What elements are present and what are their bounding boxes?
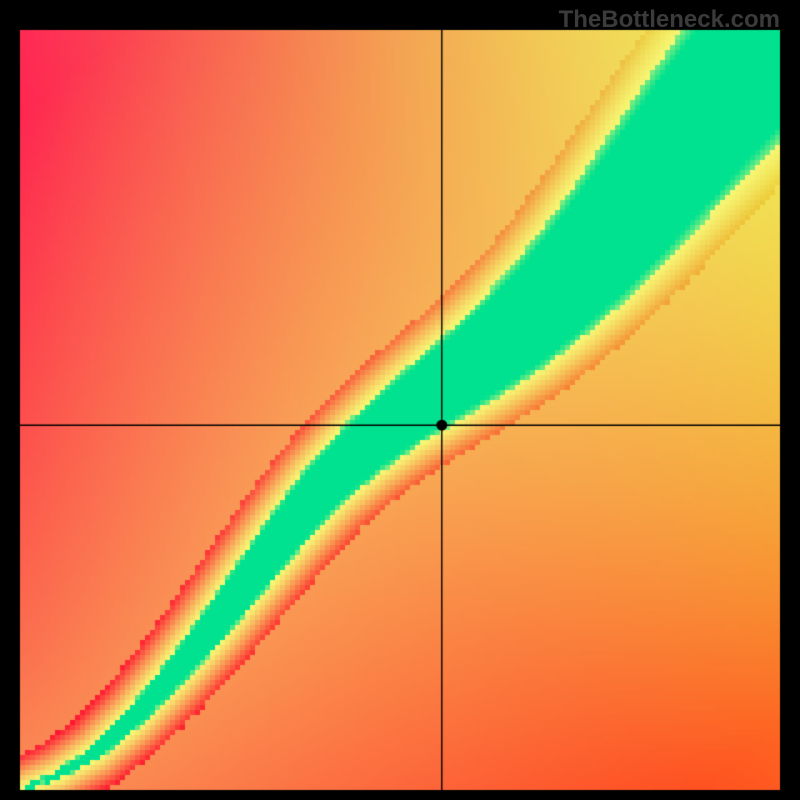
chart-container: TheBottleneck.com xyxy=(0,0,800,800)
watermark-text: TheBottleneck.com xyxy=(559,6,780,34)
bottleneck-heatmap xyxy=(0,0,800,800)
